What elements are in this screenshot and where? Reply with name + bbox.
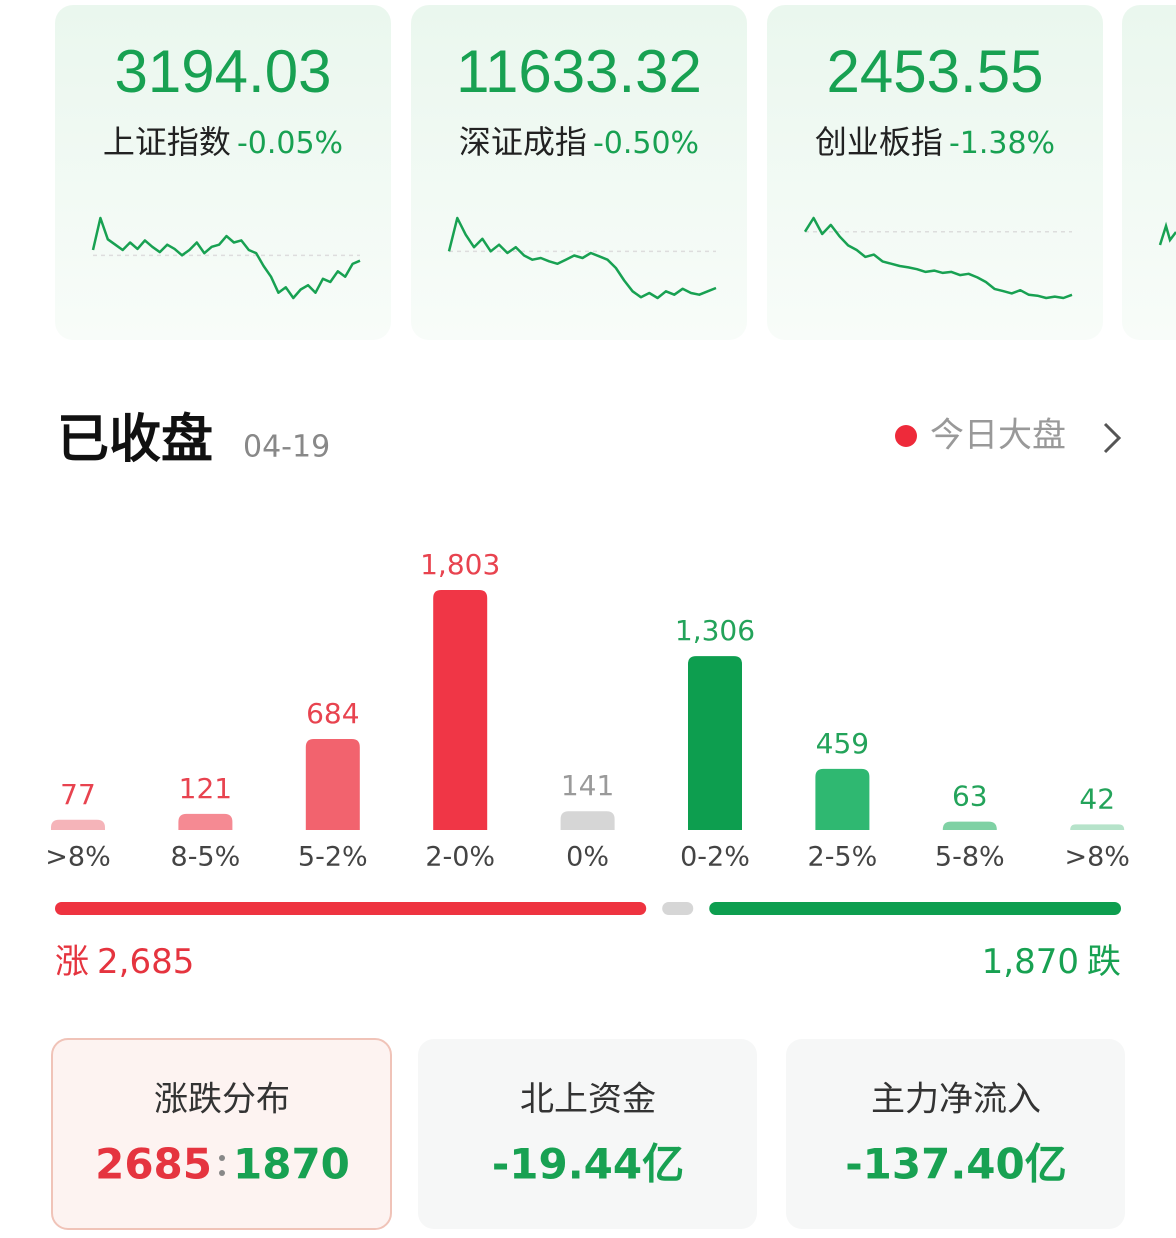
section-date: 04-19 (243, 430, 330, 465)
bar (305, 738, 360, 830)
index-card[interactable] (55, 5, 391, 340)
index-name: 创业板指 (815, 123, 943, 161)
value-label: 63 (952, 780, 988, 813)
value-label: 1,803 (420, 548, 500, 581)
index-card-partial[interactable] (1122, 5, 1176, 340)
summary-card[interactable] (418, 1039, 757, 1229)
index-change: -1.38% (949, 126, 1055, 161)
x-tick-label: >8% (45, 842, 110, 873)
market-link[interactable]: 今日大盘 (930, 416, 1066, 456)
fall-number: 1,870 (982, 942, 1079, 982)
x-tick-label: 2-5% (808, 842, 878, 873)
summary-value: -19.44亿 (492, 1140, 684, 1189)
index-name: 深证成指 (459, 123, 587, 161)
bar (815, 768, 870, 830)
index-value: 11633.32 (456, 38, 702, 105)
summary-value: -137.40亿 (845, 1140, 1067, 1189)
summary-card[interactable] (51, 1038, 392, 1230)
sparkline-partial (1158, 221, 1176, 246)
fall-count: 1,870 跌 (982, 942, 1121, 982)
flat-bar (662, 902, 694, 915)
bar (433, 590, 488, 830)
index-change: -0.05% (237, 126, 343, 161)
index-name-line: 创业板指 -1.38% (815, 123, 1055, 161)
rise-bar (55, 902, 647, 915)
value-label: 1,306 (675, 614, 755, 647)
index-card[interactable] (411, 5, 747, 340)
bar (51, 819, 105, 830)
rise-count: 涨 2,685 (55, 942, 194, 982)
fall-word: 跌 (1087, 942, 1121, 982)
x-tick-label: 5-2% (298, 842, 368, 873)
rise-word: 涨 (55, 942, 89, 982)
ratio-dot (219, 1155, 225, 1161)
summary-title: 北上资金 (520, 1080, 656, 1120)
x-tick-label: 0% (566, 842, 609, 873)
sparkline (803, 216, 1073, 300)
x-tick-label: 5-8% (935, 842, 1005, 873)
bar (1070, 824, 1125, 830)
ratio-dot (219, 1170, 225, 1176)
x-tick-label: >8% (1064, 842, 1129, 873)
summary-card[interactable] (786, 1039, 1125, 1229)
live-dot (895, 425, 917, 447)
index-name: 上证指数 (103, 123, 231, 161)
index-card[interactable] (767, 5, 1103, 340)
summary-up: 2685 (95, 1140, 212, 1189)
value-label: 42 (1079, 782, 1115, 815)
value-label: 141 (561, 769, 614, 802)
x-tick-label: 2-0% (425, 842, 495, 873)
rise-number: 2,685 (97, 942, 194, 982)
summary-title: 涨跌分布 (154, 1080, 290, 1120)
bar (942, 821, 997, 830)
x-tick-label: 0-2% (680, 842, 750, 873)
bar (178, 813, 233, 830)
summary-down: 1870 (233, 1140, 350, 1189)
chevron[interactable] (1103, 422, 1122, 454)
summary-title: 主力净流入 (871, 1080, 1041, 1120)
value-label: 77 (60, 778, 96, 811)
index-value: 2453.55 (827, 38, 1044, 105)
index-value: 3194.03 (115, 38, 332, 105)
section-title: 已收盘 (57, 410, 213, 470)
sparkline (91, 216, 361, 300)
index-name-line: 深证成指 -0.50% (459, 123, 699, 161)
sparkline (447, 216, 717, 300)
bar (688, 656, 742, 830)
fall-bar (709, 902, 1121, 915)
value-label: 684 (306, 697, 359, 730)
index-name-line: 上证指数 -0.05% (103, 123, 343, 161)
value-label: 121 (179, 772, 232, 805)
value-label: 459 (816, 727, 869, 760)
bar (560, 811, 615, 830)
index-change: -0.50% (593, 126, 699, 161)
x-tick-label: 8-5% (171, 842, 241, 873)
